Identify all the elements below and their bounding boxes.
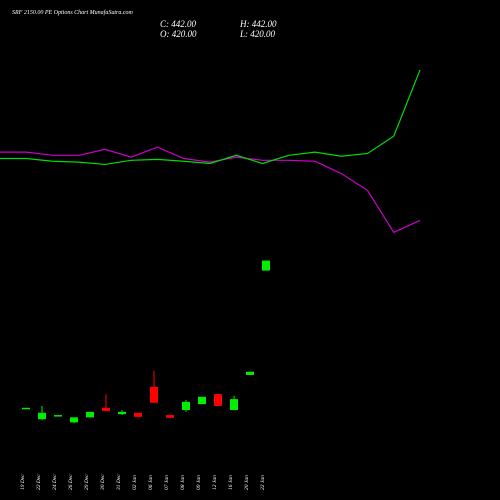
x-tick-label: 24 Dec xyxy=(51,474,58,490)
close-label: C: 442.00 xyxy=(160,19,197,29)
x-tick-label: 29 Dec xyxy=(84,474,90,490)
x-tick-label: 26 Dec xyxy=(68,474,74,490)
candle-body xyxy=(182,401,190,411)
candle-body xyxy=(166,415,174,418)
x-tick-label: 16 Jan xyxy=(228,475,234,490)
candle-body xyxy=(262,260,270,271)
x-tick-label: 12 Jan xyxy=(212,475,218,490)
high-label: H: 442.00 xyxy=(239,19,277,29)
candle-body xyxy=(54,415,62,417)
x-tick-label: 02 Jan xyxy=(132,475,138,490)
candle-body xyxy=(198,396,206,405)
indicator-line xyxy=(0,69,421,166)
x-tick-label: 20 Jan xyxy=(244,475,250,490)
x-tick-label: 08 Jan xyxy=(180,475,186,490)
candle-body xyxy=(38,412,46,420)
candle-body xyxy=(150,386,158,403)
candle-body xyxy=(118,411,126,415)
candle-body xyxy=(70,417,78,423)
open-label: O: 420.00 xyxy=(160,29,197,39)
low-label: L: 420.00 xyxy=(239,29,276,39)
x-tick-label: 06 Jan xyxy=(148,475,154,490)
x-tick-label: 31 Dec xyxy=(116,474,122,491)
indicator-line xyxy=(0,146,421,234)
candle-body xyxy=(214,394,222,406)
candle-body xyxy=(246,371,254,375)
x-tick-label: 22 Jan xyxy=(260,475,266,490)
x-tick-label: 30 Dec xyxy=(100,474,106,491)
x-tick-label: 19 Dec xyxy=(20,474,26,490)
x-tick-label: 07 Jan xyxy=(164,475,170,490)
x-tick-label: 09 Jan xyxy=(196,475,202,490)
x-tick-label: 22 Dec xyxy=(36,474,42,490)
candle-body xyxy=(102,407,110,411)
candle-body xyxy=(22,407,30,410)
candle-body xyxy=(134,412,142,417)
chart-title: SRF 2150.00 PE Options Chart MunafaSutra… xyxy=(12,9,133,16)
candle-body xyxy=(230,399,238,411)
candle-body xyxy=(86,411,94,418)
